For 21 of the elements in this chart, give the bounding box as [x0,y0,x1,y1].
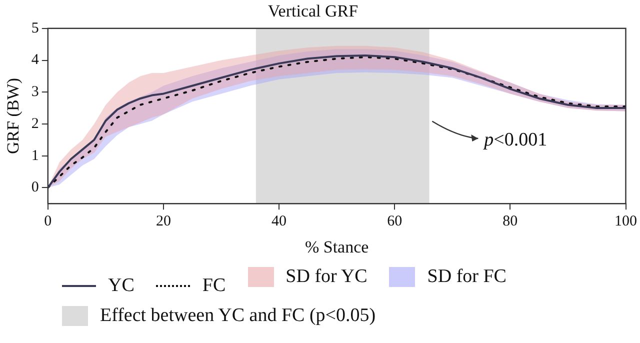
legend-label: FC [201,274,226,298]
y-tick-label: 1 [31,148,39,164]
legend-label: Effect between YC and FC (p<0.05) [99,304,376,328]
x-tick-label: 80 [502,214,518,230]
x-tick-label: 60 [387,214,402,230]
x-tick-label: 100 [614,214,637,230]
text: SD for FC [426,265,506,289]
y-axis-title: GRF (BW) [4,78,23,154]
x-axis-title: % Stance [304,237,369,256]
y-tick-label: 5 [31,20,39,36]
x-tick-label: 20 [156,214,171,230]
annotation: p<0.001 [482,130,548,151]
y-tick-label: 3 [31,84,39,100]
y-tick-label: 0 [31,180,39,196]
chart-title: Vertical GRF [268,2,358,21]
x-tick-label: 40 [272,214,287,230]
text: SD for YC [284,265,368,289]
x-tick-label: 0 [44,214,52,230]
legend-label: YC [107,274,134,298]
y-tick-label: 2 [31,116,39,132]
y-tick-label: 4 [31,52,40,68]
